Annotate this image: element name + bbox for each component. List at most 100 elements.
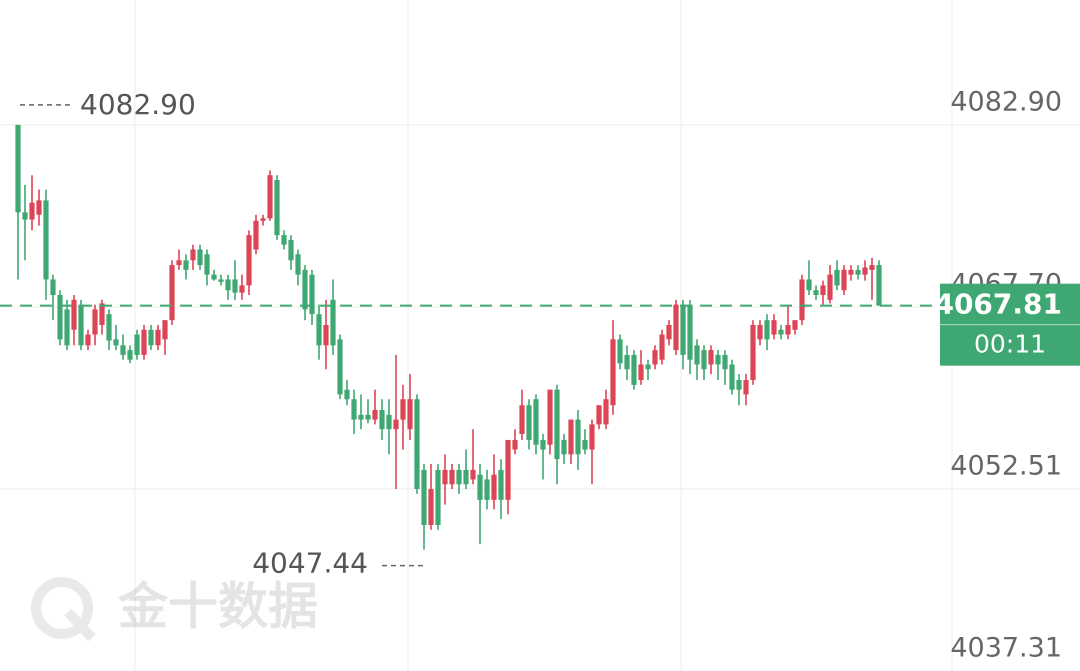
candle-body: [372, 410, 378, 420]
candle-body: [85, 334, 91, 346]
candle-body: [862, 267, 868, 275]
candle-body: [841, 269, 847, 291]
candle-body: [330, 299, 336, 346]
candle-body: [449, 469, 455, 485]
candle-body: [22, 212, 28, 220]
candle-body: [498, 469, 504, 500]
candle-body: [106, 314, 112, 341]
candle-body: [778, 329, 784, 335]
candle-body: [71, 299, 77, 330]
candle-body: [519, 405, 525, 434]
candle-body: [806, 279, 812, 291]
candle-body: [701, 350, 707, 370]
candle-body: [575, 419, 581, 455]
candle-body: [603, 399, 609, 425]
candle-body: [113, 339, 119, 346]
candle-body: [547, 389, 553, 445]
candle-body: [358, 414, 364, 420]
y-tick-label: 4037.31: [950, 633, 1062, 664]
candle-body: [568, 419, 574, 455]
watermark-logo: [31, 577, 96, 642]
candle-body: [64, 309, 70, 346]
candle-body: [43, 200, 49, 280]
candle-body: [421, 469, 427, 525]
candle-body: [589, 424, 595, 450]
candle-body: [295, 254, 301, 275]
candle-body: [505, 439, 511, 500]
candle-body: [785, 324, 791, 335]
candle-body: [176, 260, 182, 266]
candle-body: [281, 235, 287, 245]
candle-body: [708, 350, 714, 365]
candle-body: [407, 399, 413, 430]
candle-body: [29, 202, 35, 220]
candle-body: [869, 265, 875, 270]
logo-ring: [31, 577, 93, 639]
candle-body: [442, 469, 448, 485]
candle-body: [561, 439, 567, 455]
candle-body: [757, 324, 763, 340]
candle-body: [267, 175, 273, 219]
candle-body: [386, 414, 392, 430]
logo-tail: [64, 608, 96, 642]
high-label: 4082.90: [80, 88, 196, 121]
candle-body: [638, 364, 644, 381]
candle-body: [694, 345, 700, 365]
watermark: 金十数据: [118, 578, 318, 636]
candle-body: [57, 295, 63, 340]
candle-body: [134, 334, 140, 355]
candle-body: [820, 285, 826, 296]
candle-body: [393, 419, 399, 430]
candle-body: [799, 279, 805, 321]
candle-body: [365, 414, 371, 420]
candle-body: [512, 439, 518, 450]
candle-body: [596, 405, 602, 425]
candle-body: [554, 389, 560, 460]
candle-body: [659, 334, 665, 360]
candle-body: [337, 339, 343, 395]
candle-body: [673, 304, 679, 351]
candle-body: [162, 320, 168, 340]
candle-body: [715, 354, 721, 365]
current-price-label: 4067.81: [934, 288, 1062, 321]
y-tick-label: 4082.90: [950, 86, 1062, 117]
candle-body: [540, 439, 546, 450]
candle-body: [288, 239, 294, 261]
low-label: 4047.44: [252, 547, 368, 580]
countdown-label: 00:11: [974, 330, 1046, 359]
candle-body: [792, 320, 798, 330]
candle-body: [190, 249, 196, 261]
candle-body: [15, 124, 21, 213]
y-tick-label: 4052.51: [950, 450, 1062, 481]
candle-body: [680, 304, 686, 355]
candle-body: [722, 354, 728, 370]
candle-body: [771, 320, 777, 335]
candle-body: [652, 350, 658, 365]
candle-body: [582, 439, 588, 450]
candle-body: [834, 269, 840, 286]
candle-body: [526, 405, 532, 440]
candle-body: [848, 269, 854, 275]
candle-body: [687, 304, 693, 360]
candle-body: [148, 329, 154, 346]
candle-body: [253, 220, 259, 250]
candle-body: [400, 399, 406, 420]
candle-body: [120, 345, 126, 355]
candle-body: [274, 180, 280, 236]
candle-body: [666, 324, 672, 340]
candle-body: [477, 474, 483, 500]
candle-body: [610, 339, 616, 406]
candle-body: [232, 279, 238, 293]
candle-body: [344, 389, 350, 400]
candle-body: [302, 269, 308, 310]
candle-body: [239, 285, 245, 293]
candle-body: [260, 218, 266, 221]
candle-body: [50, 279, 56, 296]
candle-body: [246, 235, 252, 286]
candle-body: [743, 380, 749, 395]
candle-body: [141, 329, 147, 355]
candle-body: [428, 489, 434, 525]
candle-body: [169, 265, 175, 321]
candle-body: [491, 474, 497, 500]
